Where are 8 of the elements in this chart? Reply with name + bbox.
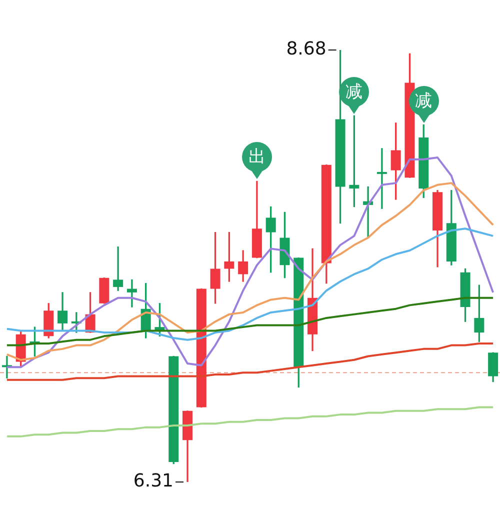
candlestick — [113, 246, 124, 291]
annotation: 8.68 — [286, 38, 326, 60]
candlestick — [376, 148, 387, 209]
candlestick — [126, 279, 137, 308]
annotation: 减 — [408, 86, 439, 116]
annotation: 出 — [242, 142, 272, 172]
annotation: 6.31 — [133, 470, 174, 492]
annotation: 减 — [339, 76, 370, 107]
